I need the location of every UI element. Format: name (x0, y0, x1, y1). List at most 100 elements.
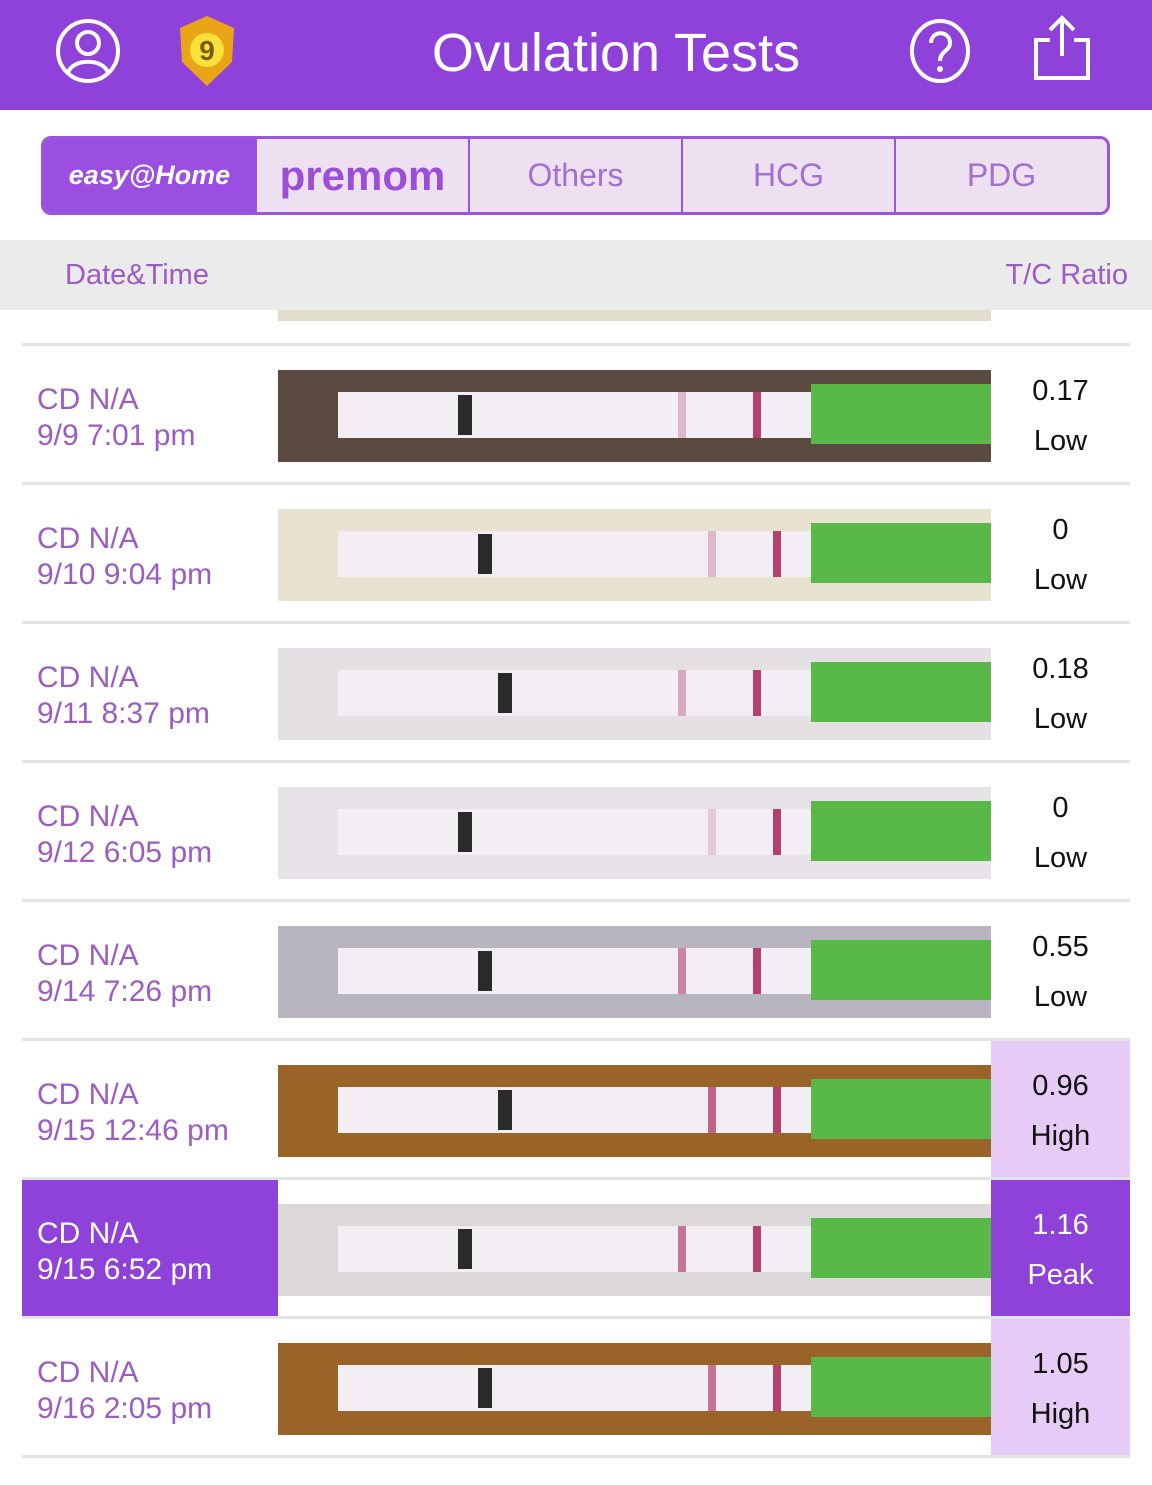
ratio-cell: 0.55 Low (991, 902, 1130, 1038)
max-line-mark (498, 673, 512, 713)
ratio-cell: 0.18 Low (991, 624, 1130, 760)
test-line (678, 1226, 686, 1272)
test-line (708, 809, 716, 855)
test-row[interactable]: CD N/A 9/10 9:04 pm 0 Low (22, 485, 1130, 624)
max-line-mark (478, 1368, 492, 1408)
test-row[interactable]: CD N/A 9/12 6:05 pm 0 Low (22, 763, 1130, 902)
date-cell: CD N/A 9/14 7:26 pm (22, 902, 278, 1038)
ratio-cell: 0.96 High (991, 1041, 1130, 1177)
share-icon[interactable] (1030, 14, 1094, 82)
svg-text:9: 9 (199, 35, 215, 66)
lh-label-end (811, 384, 991, 444)
lh-level: High (1030, 1398, 1091, 1430)
max-line-mark (478, 951, 492, 991)
tab-pdg[interactable]: PDG (966, 157, 1037, 193)
level-badge-icon[interactable]: 9 (176, 14, 238, 88)
test-strip-image[interactable] (278, 1204, 991, 1296)
test-row[interactable]: CD N/A 9/11 8:37 pm 0.18 Low (22, 624, 1130, 763)
lh-level: Low (1033, 703, 1088, 735)
test-row[interactable]: CD N/A 9/15 12:46 pm 0.96 High (22, 1041, 1130, 1180)
test-line (678, 392, 686, 438)
cycle-day: CD N/A (37, 1356, 139, 1389)
test-strip-image[interactable] (278, 370, 991, 462)
profile-icon[interactable] (55, 18, 121, 84)
date-column-header: Date&Time (65, 259, 209, 291)
test-datetime: 9/15 6:52 pm (37, 1253, 213, 1286)
test-datetime: 9/16 2:05 pm (37, 1392, 213, 1425)
lh-level: Peak (1027, 1259, 1094, 1291)
test-strip-image[interactable] (278, 1065, 991, 1157)
cycle-day: CD N/A (37, 383, 139, 416)
ratio-column-header: T/C Ratio (1005, 259, 1128, 291)
tc-ratio-value: 1.05 (1032, 1348, 1089, 1380)
cycle-day: CD N/A (37, 1078, 139, 1111)
ratio-cell: 1.16 Peak (991, 1180, 1130, 1316)
test-datetime: 9/12 6:05 pm (37, 836, 213, 869)
lh-label-end (811, 801, 991, 861)
ratio-cell: 0 Low (991, 763, 1130, 899)
date-cell: CD N/A 9/15 12:46 pm (22, 1041, 278, 1177)
column-header: Date&Time T/C Ratio (0, 240, 1152, 310)
test-strip-image[interactable] (278, 509, 991, 601)
tab-premom[interactable]: premom (257, 139, 470, 212)
lh-label-end (811, 1357, 991, 1417)
date-cell: CD N/A 9/16 2:05 pm (22, 1319, 278, 1455)
help-icon[interactable] (908, 18, 972, 84)
brand-tabs: easy@Home premom Others HCG PDG (41, 136, 1110, 215)
cycle-day: CD N/A (37, 661, 139, 694)
test-line (708, 1365, 716, 1411)
lh-label-end (811, 1079, 991, 1139)
tab-easyhome[interactable]: easy@Home (44, 139, 257, 212)
max-line-mark (458, 395, 472, 435)
date-cell: CD N/A 9/9 7:01 pm (22, 346, 278, 482)
test-datetime: 9/9 7:01 pm (37, 419, 196, 452)
test-datetime: 9/10 9:04 pm (37, 558, 213, 591)
tc-ratio-value: 0 (1052, 514, 1069, 546)
tc-ratio-value: 0.96 (1032, 1070, 1089, 1102)
test-strip-image[interactable] (278, 1343, 991, 1435)
lh-level: Low (1033, 842, 1088, 874)
test-row[interactable]: CD N/A 9/15 6:52 pm 1.16 Peak (22, 1180, 1130, 1319)
test-strip-image[interactable] (278, 787, 991, 879)
tc-ratio-value: 0.18 (1032, 653, 1089, 685)
date-cell: CD N/A 9/11 8:37 pm (22, 624, 278, 760)
tc-ratio-value: 0.17 (1032, 375, 1089, 407)
lh-label-end (811, 523, 991, 583)
control-line (753, 948, 761, 994)
test-line (678, 670, 686, 716)
control-line (773, 1365, 781, 1411)
test-strip-image[interactable] (278, 648, 991, 740)
control-line (753, 1226, 761, 1272)
max-line-mark (458, 812, 472, 852)
lh-label-end (811, 940, 991, 1000)
test-row[interactable]: CD N/A 9/9 7:01 pm 0.17 Low (22, 346, 1130, 485)
test-strip-image[interactable] (278, 926, 991, 1018)
tab-hcg[interactable]: HCG (683, 139, 896, 212)
tc-ratio-value: 1.16 (1032, 1209, 1089, 1241)
cycle-day: CD N/A (37, 800, 139, 833)
max-line-mark (498, 1090, 512, 1130)
test-row[interactable]: CD N/A 9/16 2:05 pm 1.05 High (22, 1319, 1130, 1458)
lh-level: Low (1033, 425, 1088, 457)
control-line (753, 392, 761, 438)
test-datetime: 9/15 12:46 pm (37, 1114, 229, 1147)
control-line (773, 531, 781, 577)
test-line (708, 1087, 716, 1133)
cycle-day: CD N/A (37, 1217, 139, 1250)
page-title: Ovulation Tests (431, 23, 801, 83)
control-line (773, 1087, 781, 1133)
tc-ratio-value: 0.55 (1032, 931, 1089, 963)
top-bar: 9 Ovulation Tests (0, 0, 1152, 110)
date-cell: CD N/A 9/10 9:04 pm (22, 485, 278, 621)
lh-label-end (811, 662, 991, 722)
ratio-cell: 1.05 High (991, 1319, 1130, 1455)
partial-strip-image (278, 310, 991, 321)
test-row[interactable]: CD N/A 9/14 7:26 pm 0.55 Low (22, 902, 1130, 1041)
test-datetime: 9/14 7:26 pm (37, 975, 213, 1008)
control-line (753, 670, 761, 716)
divider (22, 343, 1130, 346)
test-line (708, 531, 716, 577)
max-line-mark (478, 534, 492, 574)
tab-others[interactable]: Others (470, 139, 683, 212)
date-cell: CD N/A 9/12 6:05 pm (22, 763, 278, 899)
